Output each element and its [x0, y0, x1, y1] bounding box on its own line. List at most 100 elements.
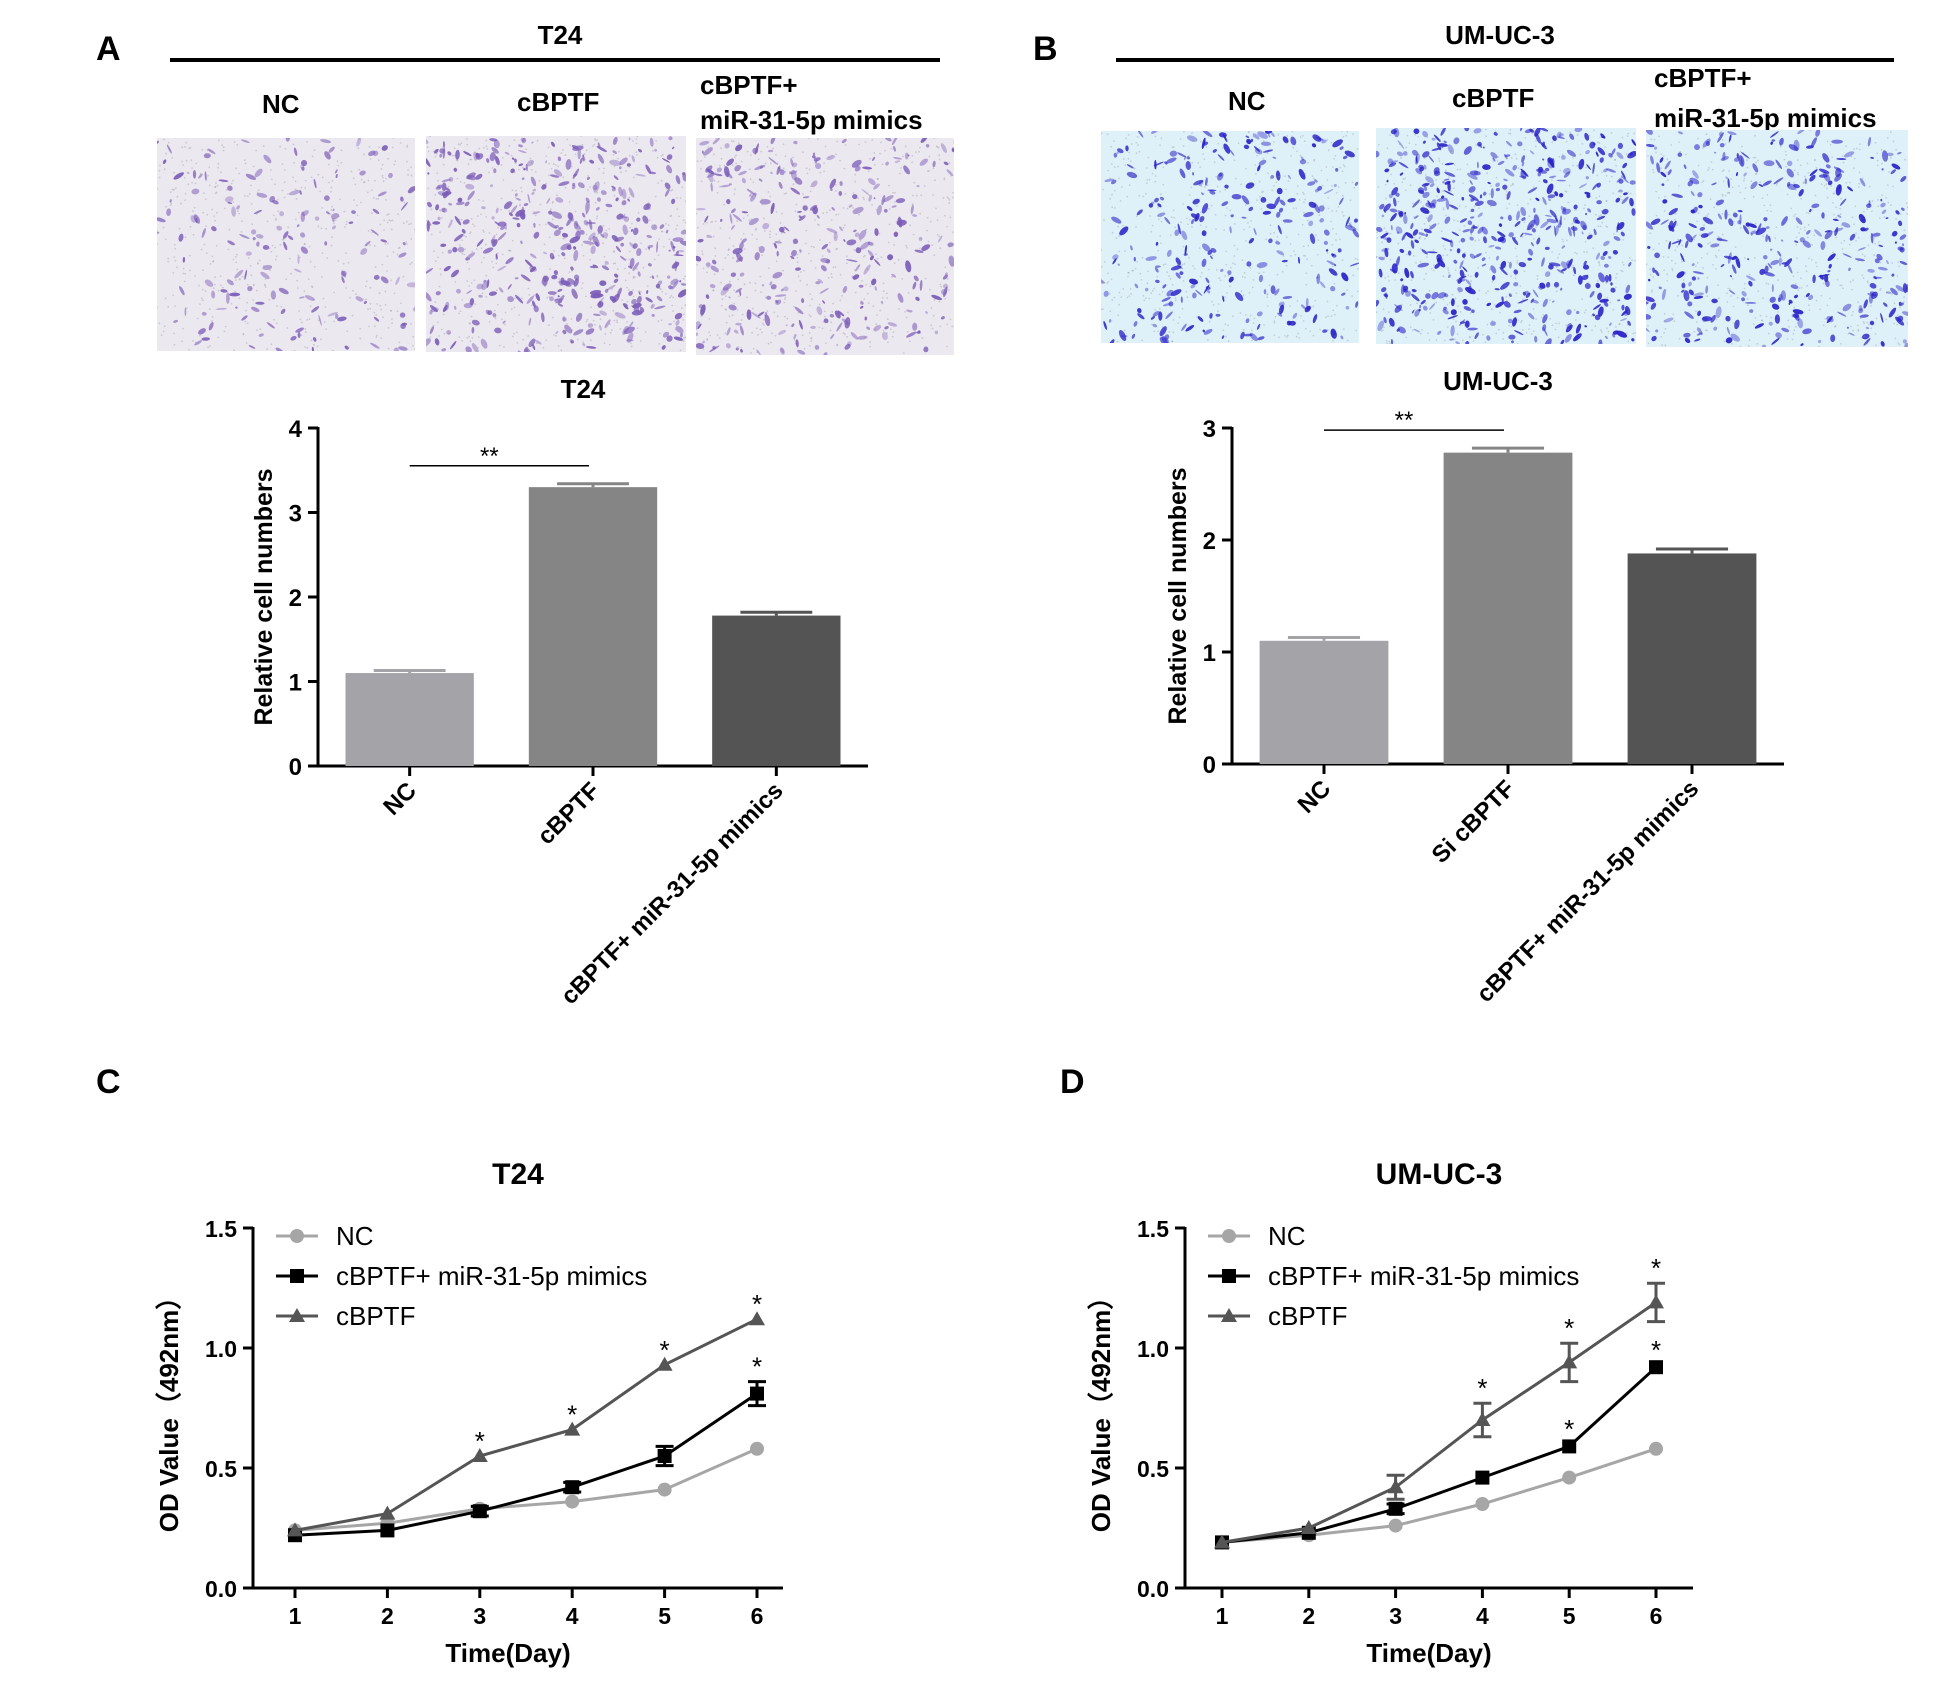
point-cbptf	[379, 1505, 396, 1520]
panel-a-micrograph-nc	[157, 138, 415, 351]
point-cbptf-mir-31-5p-mimics	[1649, 1360, 1663, 1375]
point-cbptf-mir-31-5p-mimics	[657, 1449, 672, 1463]
x-tick-label: 5	[1563, 1603, 1576, 1629]
legend-label-nc: NC	[336, 1221, 374, 1251]
significance-star: *	[475, 1426, 485, 1456]
x-axis-label: Time(Day)	[1366, 1638, 1491, 1668]
point-nc	[750, 1441, 764, 1456]
chart-title: UM-UC-3	[1376, 1158, 1503, 1191]
point-cbptf-mir-31-5p-mimics	[1562, 1439, 1577, 1454]
y-tick-label: 1.0	[1137, 1336, 1169, 1362]
point-cbptf-mir-31-5p-mimics	[380, 1523, 395, 1538]
legend-label-nc: NC	[1268, 1221, 1306, 1251]
bar-cbptf	[528, 487, 658, 766]
bar-cbptf-mir-31-5p-mimics	[712, 615, 841, 766]
point-cbptf	[1387, 1479, 1404, 1494]
point-cbptf	[1214, 1534, 1230, 1549]
point-cbptf	[1561, 1354, 1578, 1369]
significance-star: *	[660, 1335, 670, 1365]
significance-star: *	[752, 1352, 762, 1382]
x-tick-label: 6	[751, 1603, 764, 1629]
y-tick-label: 0.5	[205, 1456, 237, 1482]
legend-label-cbptf-mir-31-5p-mimics: cBPTF+ miR-31-5p mimics	[336, 1261, 647, 1291]
point-cbptf	[749, 1311, 765, 1326]
y-tick-label: 1	[1203, 640, 1216, 667]
point-cbptf-mir-31-5p-mimics	[750, 1386, 764, 1401]
y-tick-label: 0	[289, 754, 302, 781]
legend-label-cbptf: cBPTF	[1268, 1301, 1347, 1331]
panel-a-header-line	[170, 58, 940, 62]
point-cbptf-mir-31-5p-mimics	[565, 1480, 580, 1495]
x-tick-label: 4	[1476, 1603, 1489, 1629]
chart-title: T24	[561, 374, 606, 404]
x-tick-label: 6	[1650, 1603, 1663, 1629]
legend-marker-cbptf	[289, 1308, 305, 1322]
y-tick-label: 0.0	[1137, 1576, 1169, 1602]
series-line-cbptf-mir-31-5p-mimics	[1221, 1366, 1658, 1544]
panel-b-micrograph-nc	[1101, 131, 1359, 343]
point-nc	[1388, 1518, 1403, 1533]
micrograph-texture	[157, 138, 415, 351]
y-tick-label: 1.0	[205, 1336, 237, 1362]
x-tick-label: 3	[473, 1603, 486, 1629]
y-tick-label: 0.5	[1137, 1456, 1169, 1482]
panel-b-label-combo-line2: miR-31-5p mimics	[1654, 103, 1877, 133]
legend-marker-nc	[1222, 1229, 1236, 1243]
x-tick-label: 3	[1389, 1603, 1402, 1629]
legend-marker-nc	[290, 1229, 304, 1243]
panel-b-label-cbptf: cBPTF	[1452, 83, 1535, 113]
bar-si-cbptf	[1443, 452, 1573, 764]
panel-a-label-cbptf: cBPTF	[517, 87, 600, 117]
y-axis-label: Relative cell numbers	[1164, 467, 1192, 724]
legend-marker-cbptf	[1221, 1308, 1237, 1322]
legend-marker-cbptf-mir-31-5p-mimics	[290, 1269, 304, 1283]
point-nc	[1562, 1470, 1577, 1485]
micrograph-texture	[426, 136, 686, 352]
bar-nc	[345, 673, 474, 766]
x-tick-label: 1	[289, 1603, 302, 1629]
significance-star: *	[1477, 1373, 1487, 1403]
x-tick-label: 2	[381, 1603, 394, 1629]
point-nc	[657, 1482, 672, 1497]
point-cbptf	[564, 1421, 581, 1436]
significance-star: *	[1564, 1313, 1574, 1343]
y-tick-label: 1.5	[205, 1216, 237, 1242]
significance-label: **	[1395, 407, 1414, 434]
point-cbptf	[471, 1448, 488, 1462]
panel-a-micrograph-cbptf	[426, 136, 686, 352]
micrograph-texture	[696, 138, 954, 355]
point-nc	[1475, 1497, 1490, 1511]
y-tick-label: 1	[289, 670, 302, 697]
series-line-cbptf	[294, 1317, 758, 1532]
series-line-nc	[1221, 1447, 1657, 1544]
panel-letter-d: D	[1060, 1063, 1085, 1101]
x-tick-label: 5	[658, 1603, 671, 1629]
chart-title: UM-UC-3	[1443, 366, 1553, 396]
point-cbptf-mir-31-5p-mimics	[1475, 1470, 1490, 1485]
point-cbptf	[1648, 1294, 1664, 1309]
panel-b-micrograph-cbptf	[1376, 128, 1636, 344]
y-tick-label: 3	[289, 501, 302, 528]
panel-a-label-combo-line1: cBPTF+	[700, 70, 798, 100]
point-cbptf	[656, 1356, 673, 1371]
series-line-cbptf-mir-31-5p-mimics	[294, 1392, 758, 1537]
panel-letter-a: A	[96, 30, 121, 68]
series-line-cbptf	[1221, 1301, 1657, 1544]
y-tick-label: 4	[289, 416, 303, 443]
x-tick-label: 2	[1302, 1603, 1315, 1629]
y-tick-label: 0	[1203, 752, 1216, 779]
panel-a-cell-line-title: T24	[537, 20, 583, 50]
legend-marker-cbptf-mir-31-5p-mimics	[1222, 1269, 1236, 1283]
point-cbptf	[1474, 1412, 1491, 1426]
point-cbptf-mir-31-5p-mimics	[472, 1504, 487, 1519]
bar-cbptf-mir-31-5p-mimics	[1627, 553, 1757, 764]
x-axis-label: Time(Day)	[445, 1638, 570, 1668]
y-tick-label: 3	[1203, 416, 1216, 443]
y-tick-label: 1.5	[1137, 1216, 1169, 1242]
y-tick-label: 0.0	[205, 1576, 237, 1602]
legend-label-cbptf-mir-31-5p-mimics: cBPTF+ miR-31-5p mimics	[1268, 1261, 1579, 1291]
significance-star: *	[1651, 1253, 1661, 1283]
